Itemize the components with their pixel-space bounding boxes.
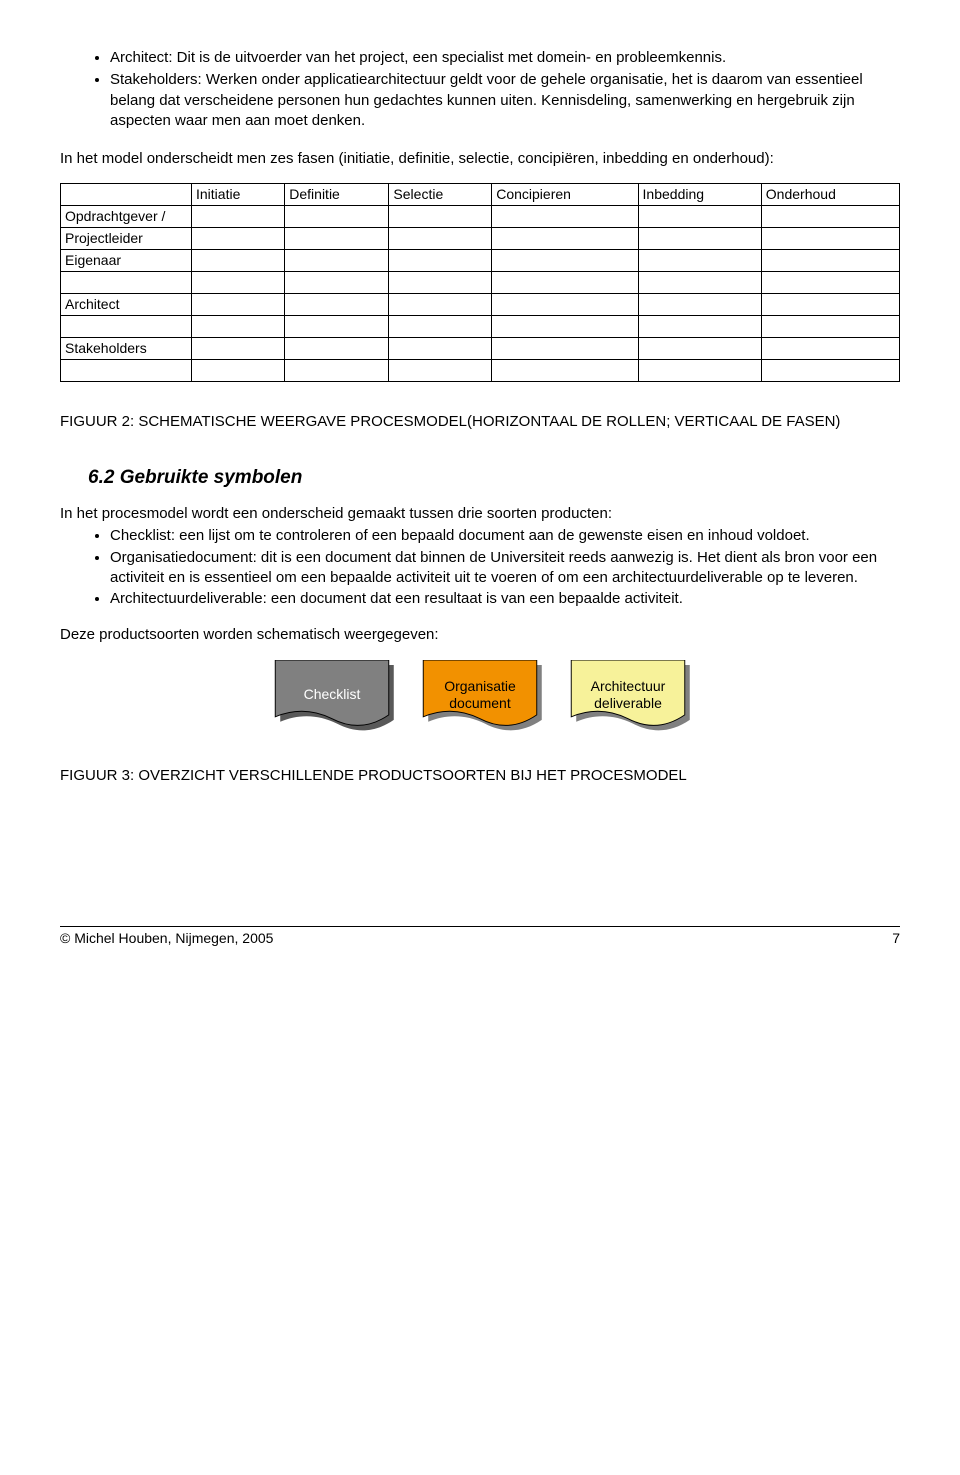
bullet-architectuurdeliverable: Architectuurdeliverable: een document da… [110,589,900,609]
product-shape: Checklist [272,660,392,730]
phase-col-definitie: Definitie [285,184,389,206]
model-phases-intro: In het model onderscheidt men zes fasen … [60,149,900,169]
phase-table-corner [61,184,192,206]
table-row: Architect [61,294,900,316]
table-row: Stakeholders [61,338,900,360]
products-schema-intro: Deze productsoorten worden schematisch w… [60,625,900,645]
table-row [61,272,900,294]
products-intro: In het procesmodel wordt een onderscheid… [60,504,900,524]
phase-table: Initiatie Definitie Selectie Concipieren… [60,183,900,382]
phase-col-selectie: Selectie [389,184,492,206]
phase-col-inbedding: Inbedding [638,184,761,206]
table-row: Eigenaar [61,250,900,272]
role-cell [61,360,192,382]
role-cell: Eigenaar [61,250,192,272]
role-cell: Opdrachtgever / [61,206,192,228]
bullet-stakeholders: Stakeholders: Werken onder applicatiearc… [110,70,900,131]
footer-page-number: 7 [892,929,900,948]
product-shape-label: Checklist [272,660,392,730]
page-footer: © Michel Houben, Nijmegen, 2005 7 [60,926,900,948]
phase-col-concipieren: Concipieren [492,184,638,206]
table-row [61,316,900,338]
section-6-2-heading: 6.2 Gebruikte symbolen [88,465,900,491]
product-shapes-diagram: Checklist Organisatie document Architectuu… [60,660,900,730]
figure-3-caption: FIGUUR 3: OVERZICHT VERSCHILLENDE PRODUC… [60,766,900,786]
architect-stakeholder-bullets: Architect: Dit is de uitvoerder van het … [60,48,900,131]
role-cell: Stakeholders [61,338,192,360]
product-shape-label: Architectuur deliverable [568,660,688,730]
table-row: Projectleider [61,228,900,250]
phase-col-onderhoud: Onderhoud [761,184,899,206]
bullet-architect: Architect: Dit is de uitvoerder van het … [110,48,900,68]
figure-2-caption: FIGUUR 2: SCHEMATISCHE WEERGAVE PROCESMO… [60,412,900,432]
table-row [61,360,900,382]
role-cell [61,316,192,338]
role-cell: Architect [61,294,192,316]
product-shape: Architectuur deliverable [568,660,688,730]
products-bullets: Checklist: een lijst om te controleren o… [60,526,900,609]
product-shape: Organisatie document [420,660,540,730]
footer-copyright: © Michel Houben, Nijmegen, 2005 [60,929,273,948]
phase-table-header-row: Initiatie Definitie Selectie Concipieren… [61,184,900,206]
table-row: Opdrachtgever / [61,206,900,228]
phase-col-initiatie: Initiatie [192,184,285,206]
bullet-organisatiedocument: Organisatiedocument: dit is een document… [110,548,900,589]
product-shape-label: Organisatie document [420,660,540,730]
bullet-checklist: Checklist: een lijst om te controleren o… [110,526,900,546]
role-cell: Projectleider [61,228,192,250]
role-cell [61,272,192,294]
